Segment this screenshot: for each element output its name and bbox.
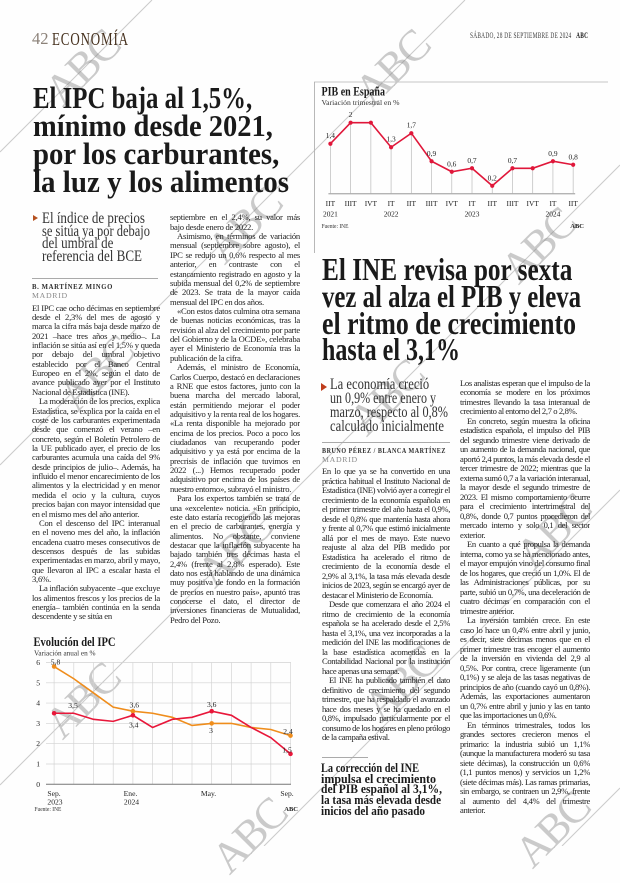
svg-text:ABC: ABC (570, 223, 584, 230)
svg-text:2: 2 (36, 739, 40, 748)
svg-text:IT: IT (388, 199, 395, 208)
svg-text:IIIT: IIIT (507, 199, 519, 208)
svg-text:0: 0 (36, 780, 40, 789)
svg-text:2: 2 (349, 110, 353, 119)
svg-text:1,5: 1,5 (282, 746, 292, 755)
svg-text:Sep.: Sep. (47, 789, 60, 798)
svg-text:Evolución del IPC: Evolución del IPC (34, 634, 116, 649)
svg-text:2,4: 2,4 (283, 727, 293, 736)
svg-text:Fuente: INE: Fuente: INE (322, 223, 349, 230)
svg-text:1,3: 1,3 (386, 135, 396, 144)
svg-text:IIT: IIT (326, 199, 336, 208)
svg-text:3,6: 3,6 (207, 700, 217, 709)
svg-text:5,8: 5,8 (51, 657, 61, 666)
svg-text:May.: May. (201, 789, 216, 798)
svg-text:IIIT: IIIT (426, 199, 438, 208)
svg-text:3: 3 (36, 719, 40, 728)
svg-text:Fuente: INE: Fuente: INE (34, 806, 61, 813)
svg-text:1,4: 1,4 (326, 131, 336, 140)
svg-text:2023: 2023 (465, 210, 480, 219)
svg-text:0,7: 0,7 (467, 156, 477, 165)
svg-text:IIT: IIT (407, 199, 417, 208)
svg-text:Variación anual en %: Variación anual en % (34, 649, 96, 658)
svg-text:IVT: IVT (365, 199, 378, 208)
svg-text:3,5: 3,5 (68, 701, 78, 710)
svg-text:4: 4 (36, 699, 40, 708)
svg-text:IIIT: IIIT (345, 199, 357, 208)
svg-text:IT: IT (549, 199, 556, 208)
svg-text:0,8: 0,8 (569, 152, 579, 161)
svg-text:2024: 2024 (546, 210, 561, 219)
svg-text:0,7: 0,7 (508, 156, 518, 165)
svg-text:IT: IT (469, 199, 476, 208)
svg-text:IVT: IVT (446, 199, 459, 208)
svg-text:5: 5 (36, 678, 40, 687)
svg-text:3,4: 3,4 (129, 721, 139, 730)
svg-text:1: 1 (36, 760, 40, 769)
svg-text:IIT: IIT (568, 199, 578, 208)
svg-text:3,6: 3,6 (130, 701, 140, 710)
svg-text:IIT: IIT (488, 199, 498, 208)
svg-text:2023: 2023 (47, 798, 62, 807)
svg-text:6: 6 (36, 658, 40, 667)
svg-text:2021: 2021 (323, 210, 338, 219)
svg-text:Variación trimestral en %: Variación trimestral en % (322, 98, 400, 107)
svg-text:0,9: 0,9 (548, 149, 558, 158)
svg-text:0,6: 0,6 (447, 159, 457, 168)
svg-text:2022: 2022 (384, 210, 399, 219)
svg-text:ABC: ABC (284, 806, 298, 813)
svg-text:3: 3 (209, 726, 213, 735)
svg-text:Sep.: Sep. (280, 789, 293, 798)
svg-text:0,2: 0,2 (488, 173, 498, 182)
svg-text:Ene.: Ene. (124, 789, 138, 798)
svg-text:PIB en España: PIB en España (322, 85, 386, 99)
svg-text:IVT: IVT (527, 199, 540, 208)
svg-text:2024: 2024 (124, 798, 139, 807)
svg-text:0,9: 0,9 (427, 149, 437, 158)
svg-text:1,7: 1,7 (407, 121, 417, 130)
